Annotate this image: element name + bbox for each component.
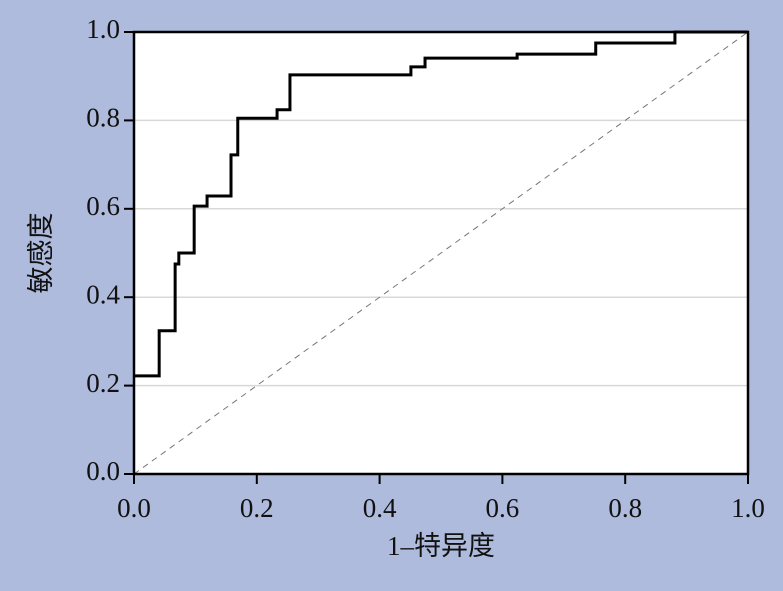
- y-tick-label: 0.4: [86, 279, 120, 309]
- x-tick-label: 0.8: [608, 493, 642, 523]
- roc-curve: [134, 30, 748, 378]
- x-tick-label: 0.0: [117, 493, 151, 523]
- y-tick-label: 1.0: [86, 14, 120, 44]
- reference-line: [133, 31, 749, 475]
- y-tick-label: 0.2: [86, 368, 120, 398]
- x-tick-label: 0.2: [240, 493, 274, 523]
- y-axis-label: 敏感度: [26, 213, 56, 294]
- y-tick-label: 0.0: [86, 456, 120, 486]
- plot-frame: [132, 30, 750, 476]
- x-tick-label: 0.6: [486, 493, 520, 523]
- x-axis-label: 1–特异度: [387, 531, 495, 561]
- x-tick-label: 0.4: [363, 493, 397, 523]
- x-tick-label: 1.0: [731, 493, 765, 523]
- y-tick-label: 0.6: [86, 191, 120, 221]
- y-tick-label: 0.8: [86, 103, 120, 133]
